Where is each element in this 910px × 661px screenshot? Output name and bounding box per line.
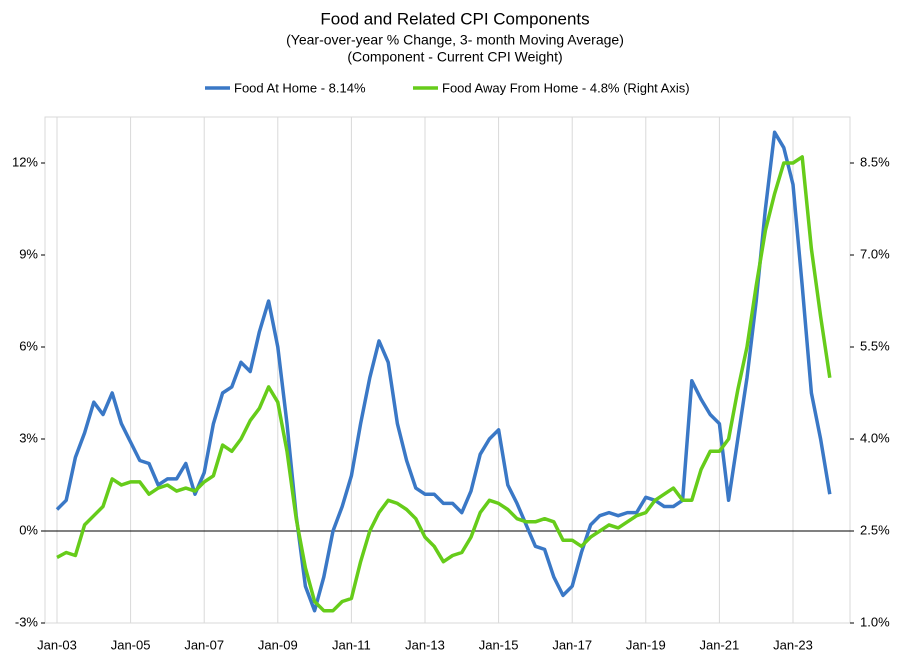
chart-subtitle: (Year-over-year % Change, 3- month Movin… (286, 32, 624, 48)
y-tick-label: -3% (15, 614, 39, 629)
legend-label: Food Away From Home - 4.8% (Right Axis) (442, 80, 690, 95)
y2-tick-label: 4.0% (860, 430, 890, 445)
y-tick-label: 3% (19, 430, 38, 445)
series-line (56, 155, 832, 613)
y-tick-label: 9% (19, 246, 38, 261)
x-tick-label: Jan-17 (552, 637, 592, 652)
y-tick-label: 0% (19, 522, 38, 537)
y-tick-label: 12% (12, 154, 38, 169)
x-tick-label: Jan-05 (111, 637, 151, 652)
y-tick-label: 6% (19, 338, 38, 353)
chart-subtitle: (Component - Current CPI Weight) (347, 49, 562, 65)
x-tick-label: Jan-15 (479, 637, 519, 652)
x-tick-label: Jan-13 (405, 637, 445, 652)
legend-label: Food At Home - 8.14% (234, 80, 366, 95)
y2-tick-label: 2.5% (860, 522, 890, 537)
y2-tick-label: 8.5% (860, 154, 890, 169)
chart-title: Food and Related CPI Components (320, 9, 589, 28)
x-tick-label: Jan-19 (626, 637, 666, 652)
series-line (55, 130, 832, 613)
x-tick-label: Jan-21 (700, 637, 740, 652)
x-tick-label: Jan-09 (258, 637, 298, 652)
plot-frame (44, 116, 851, 624)
y2-tick-label: 7.0% (860, 246, 890, 261)
y2-tick-label: 1.0% (860, 614, 890, 629)
x-tick-label: Jan-23 (773, 637, 813, 652)
x-tick-label: Jan-11 (332, 637, 371, 652)
x-tick-label: Jan-03 (37, 637, 77, 652)
x-tick-label: Jan-07 (184, 637, 224, 652)
y2-tick-label: 5.5% (860, 338, 890, 353)
